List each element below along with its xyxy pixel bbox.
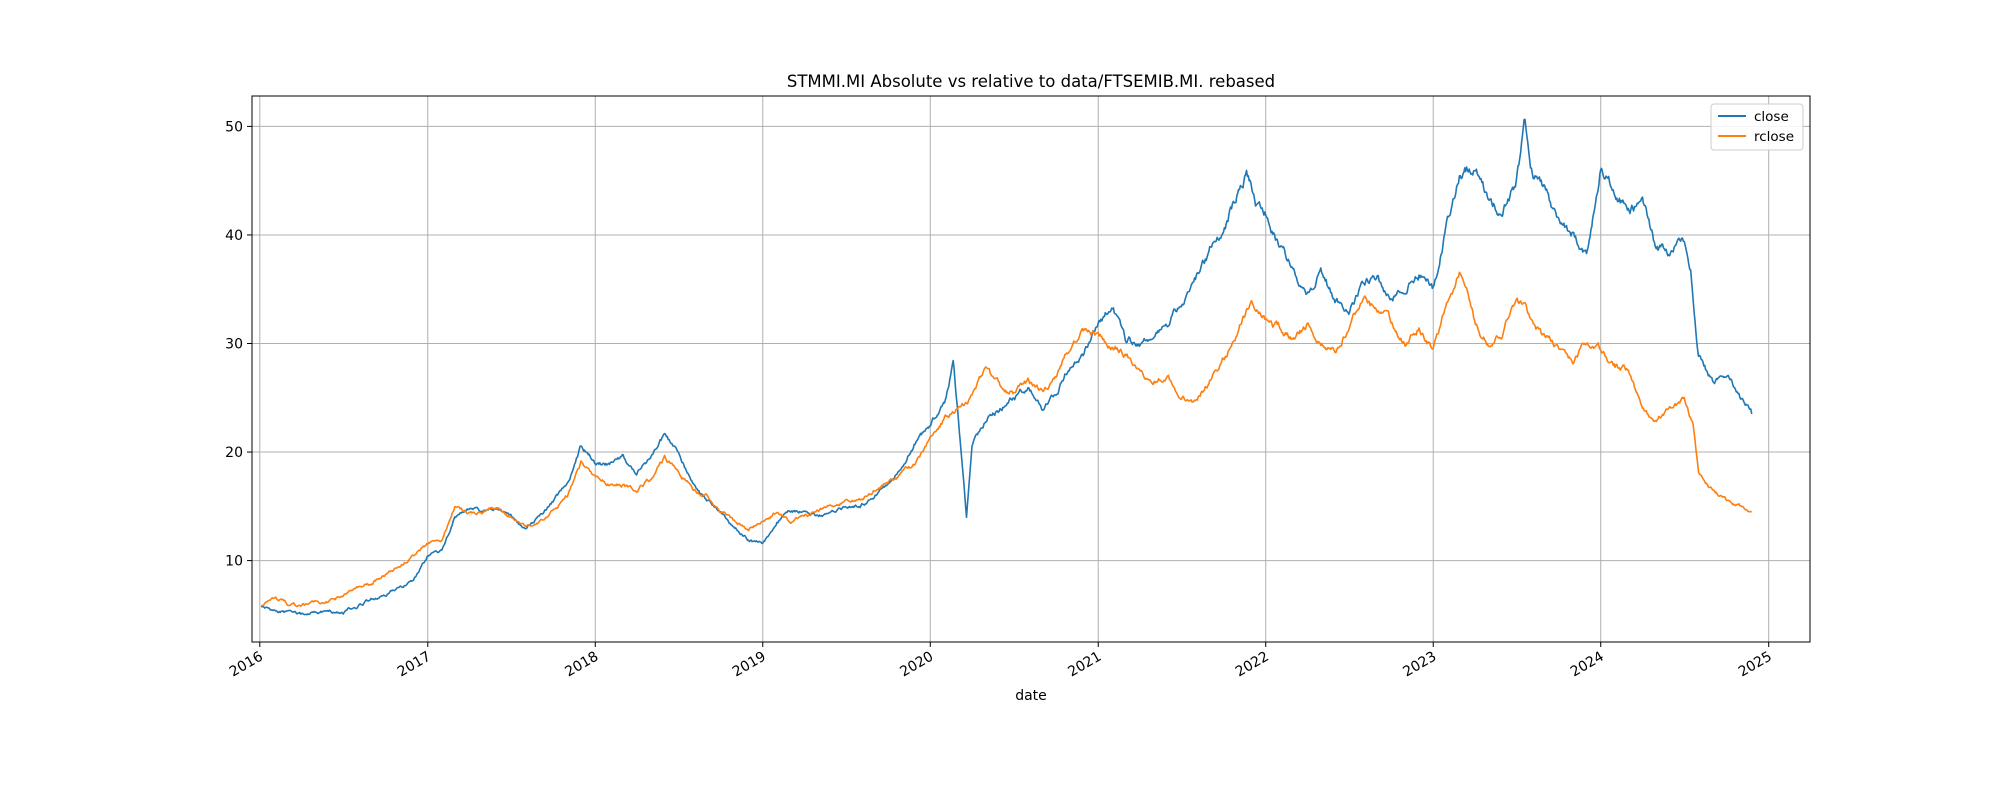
y-tick-label: 10: [225, 554, 243, 570]
legend-label-close: close: [1754, 109, 1789, 125]
y-tick-label: 20: [225, 445, 243, 461]
series-line-rclose: [260, 271, 1752, 608]
y-tick-label: 30: [225, 336, 243, 352]
chart-title: STMMI.MI Absolute vs relative to data/FT…: [787, 72, 1275, 91]
y-tick-label: 40: [225, 228, 243, 244]
y-tick-label: 50: [225, 119, 243, 135]
plot-frame: [251, 95, 1811, 643]
x-axis-label: date: [1015, 688, 1047, 704]
y-axis: 10 20 30 40 50: [225, 119, 252, 570]
legend-label-rclose: rclose: [1754, 129, 1794, 145]
series-lines: [260, 118, 1753, 616]
legend: close rclose: [1710, 103, 1804, 151]
series-line-close: [260, 118, 1753, 616]
grid: [252, 96, 1810, 642]
